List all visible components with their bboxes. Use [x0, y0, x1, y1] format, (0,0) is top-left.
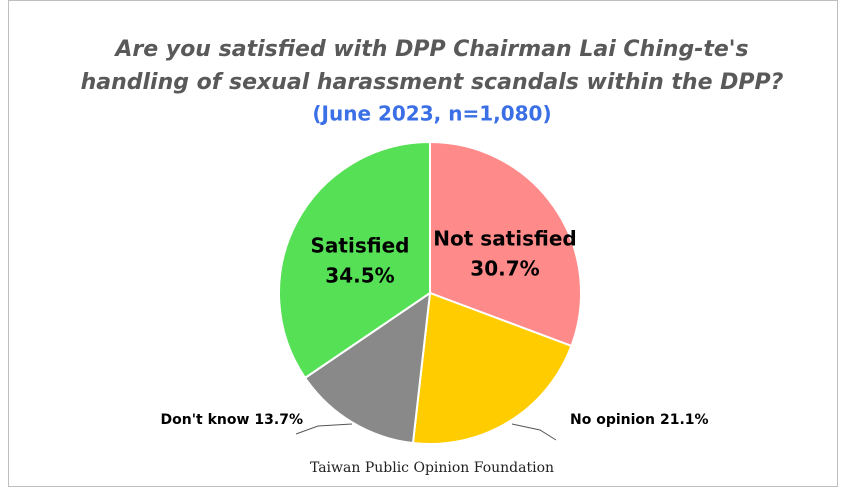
category-label: No opinion — [570, 412, 655, 428]
chart-title: handling of sexual harassment scandals w… — [81, 70, 784, 95]
source-note: Taiwan Public Opinion Foundation — [310, 460, 554, 476]
chart-subtitle: (June 2023, n=1,080) — [312, 102, 551, 126]
slice-label: Don't know 13.7% — [161, 412, 303, 428]
chart-title: Are you satisfied with DPP Chairman Lai … — [113, 37, 748, 62]
leader-line — [511, 423, 557, 441]
value-label: 34.5% — [325, 264, 394, 288]
pie-slice — [429, 140, 582, 348]
pie-slice — [411, 291, 573, 445]
value-label: 13.7% — [254, 412, 303, 428]
value-label: 30.7% — [470, 257, 539, 281]
category-label: Don't know — [161, 412, 250, 428]
slice-label: Satisfied — [311, 234, 410, 258]
leader-line — [295, 423, 353, 435]
pie-slice — [303, 290, 432, 445]
pie-slice — [278, 140, 431, 380]
slice-label: No opinion 21.1% — [570, 412, 709, 428]
slice-label: Not satisfied — [433, 227, 576, 251]
value-label: 21.1% — [660, 412, 709, 428]
